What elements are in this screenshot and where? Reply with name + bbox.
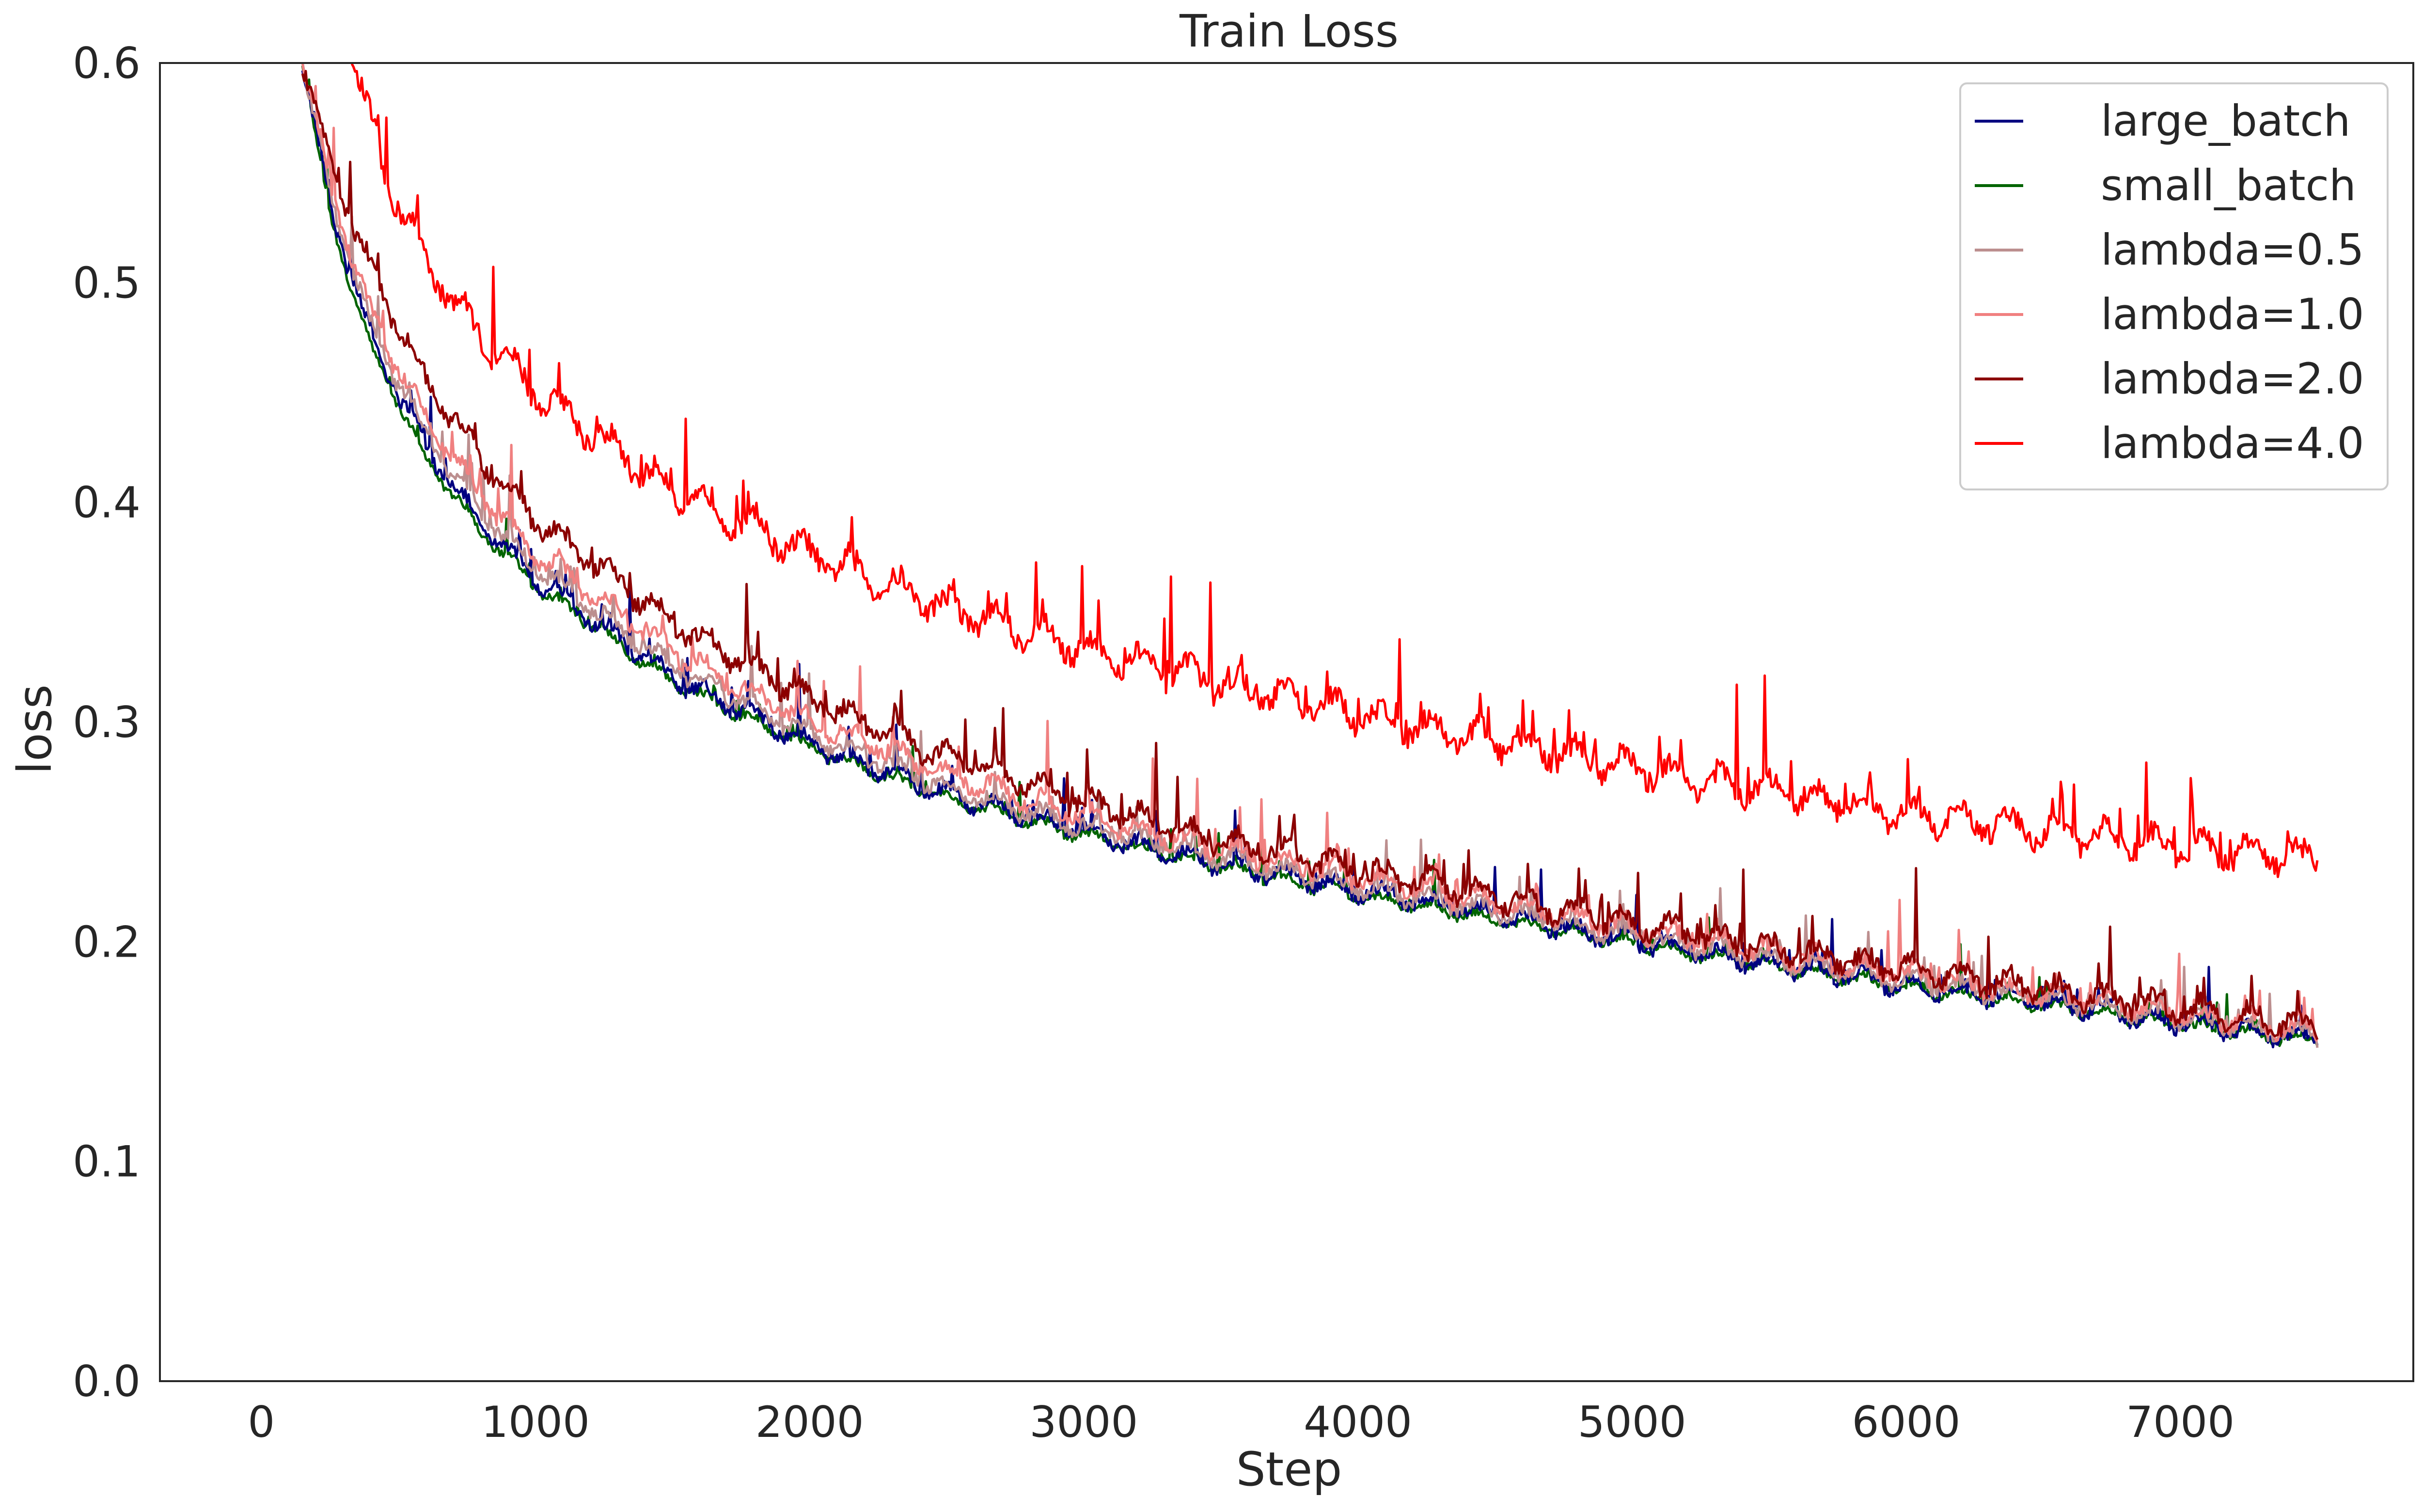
legend-label: lambda=2.0 xyxy=(2101,354,2364,404)
series-line-large-batch xyxy=(301,70,2319,1049)
y-axis-label: loss xyxy=(8,684,62,774)
x-tick-label: 6000 xyxy=(1852,1397,1960,1447)
series-line-lambda-1-0 xyxy=(301,63,2318,1042)
legend-label: large_batch xyxy=(2101,96,2350,146)
y-tick-label: 0.2 xyxy=(73,917,141,967)
y-ticks: 0.0 0.1 0.2 0.3 0.4 0.5 0.6 xyxy=(73,38,141,1406)
legend-box xyxy=(1959,82,2389,490)
y-tick-label: 0.0 xyxy=(73,1356,141,1406)
x-ticks: 0 1000 2000 3000 4000 5000 6000 7000 xyxy=(248,1397,2234,1447)
y-tick-label: 0.6 xyxy=(73,38,141,88)
plot-frame xyxy=(159,62,2414,1382)
legend: large_batch small_batch lambda=0.5 lambda=1… xyxy=(1959,82,2389,490)
x-axis-label: Step xyxy=(1236,1442,1342,1496)
x-tick-label: 5000 xyxy=(1578,1397,1686,1447)
series-line-lambda-2-0 xyxy=(301,70,2319,1040)
y-tick-label: 0.5 xyxy=(73,258,141,308)
chart-title: Train Loss xyxy=(1179,5,1399,57)
x-tick-label: 0 xyxy=(248,1397,275,1447)
legend-label: small_batch xyxy=(2101,160,2356,210)
series-line-lambda-4-0 xyxy=(350,63,2319,878)
legend-label: lambda=1.0 xyxy=(2101,289,2364,339)
legend-label: lambda=4.0 xyxy=(2101,418,2364,468)
x-tick-label: 7000 xyxy=(2126,1397,2234,1447)
y-tick-label: 0.4 xyxy=(73,478,141,528)
x-tick-label: 4000 xyxy=(1304,1397,1412,1447)
x-tick-label: 1000 xyxy=(481,1397,590,1447)
y-tick-label: 0.3 xyxy=(73,697,141,747)
plot-lines xyxy=(301,63,2319,1049)
x-tick-label: 3000 xyxy=(1029,1397,1138,1447)
series-line-lambda-0-5 xyxy=(301,63,2319,1048)
legend-label: lambda=0.5 xyxy=(2101,225,2364,275)
x-tick-label: 2000 xyxy=(755,1397,864,1447)
y-tick-label: 0.1 xyxy=(73,1137,141,1187)
